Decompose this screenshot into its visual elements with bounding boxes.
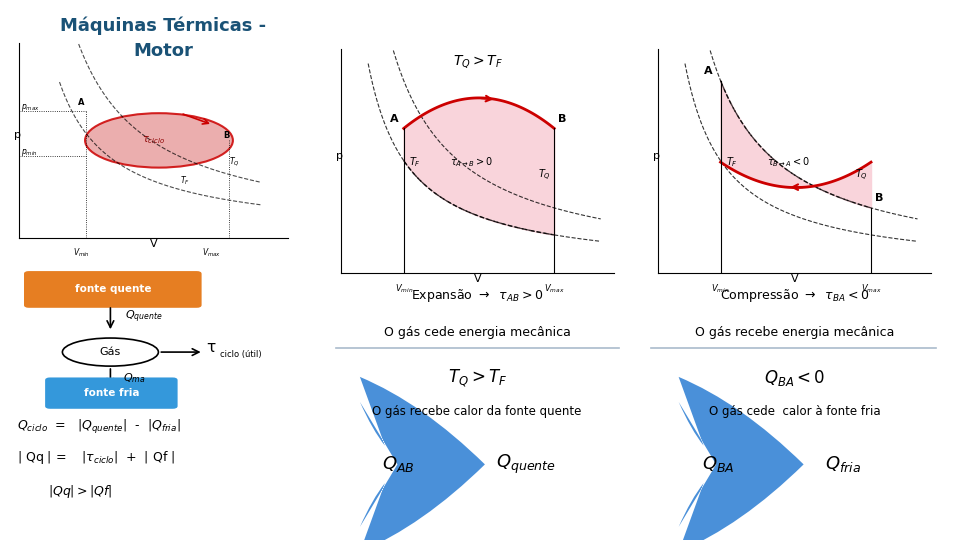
Text: $\it{| Qq | > | Qf |}$: $\it{| Qq | > | Qf |}$ [48, 483, 112, 500]
Text: O gás cede  calor à fonte fria: O gás cede calor à fonte fria [709, 405, 880, 418]
Y-axis label: p: p [653, 151, 660, 160]
Text: $V_{max}$: $V_{max}$ [544, 283, 564, 295]
Text: $p_{min}$: $p_{min}$ [20, 147, 37, 158]
Text: $T_Q$: $T_Q$ [538, 168, 551, 184]
Text: fonte quente: fonte quente [75, 285, 152, 294]
Text: B: B [876, 193, 883, 203]
Text: A: A [390, 114, 398, 124]
Text: $\tau_{A\rightarrow B} > 0$: $\tau_{A\rightarrow B} > 0$ [450, 155, 493, 169]
Y-axis label: p: p [336, 151, 343, 160]
Text: $V_{min}$: $V_{min}$ [395, 283, 413, 295]
X-axis label: V: V [791, 274, 798, 284]
Text: $V_{max}$: $V_{max}$ [202, 246, 221, 259]
Text: Gás: Gás [100, 347, 121, 357]
Text: $V_{max}$: $V_{max}$ [861, 283, 881, 295]
Text: O gás recebe calor da fonte quente: O gás recebe calor da fonte quente [372, 405, 582, 418]
Text: $Q_{quente}$: $Q_{quente}$ [125, 309, 162, 325]
Text: $\tau_{B\rightarrow A} < 0$: $\tau_{B\rightarrow A} < 0$ [767, 155, 810, 169]
X-axis label: V: V [474, 274, 481, 284]
Text: $T_Q$: $T_Q$ [854, 168, 868, 184]
Text: $T_Q$: $T_Q$ [228, 155, 240, 168]
Text: $p_{max}$: $p_{max}$ [20, 102, 39, 113]
Ellipse shape [85, 113, 233, 167]
Text: fonte fria: fonte fria [84, 388, 139, 398]
Text: Compressão $\rightarrow$  $\tau_{BA} < 0$: Compressão $\rightarrow$ $\tau_{BA} < 0$ [720, 287, 870, 305]
Text: $V_{min}$: $V_{min}$ [711, 283, 730, 295]
Text: $T_F$: $T_F$ [180, 174, 190, 187]
Text: $T_Q > T_F$: $T_Q > T_F$ [453, 53, 502, 70]
Text: $V_{min}$: $V_{min}$ [73, 246, 90, 259]
Y-axis label: p: p [14, 130, 21, 140]
Text: τ: τ [206, 340, 216, 355]
Text: $Q_{ma}$: $Q_{ma}$ [123, 371, 146, 385]
Text: ciclo (útil): ciclo (útil) [220, 350, 261, 359]
Text: $\tau_{ciclo}$: $\tau_{ciclo}$ [142, 134, 165, 146]
Text: $Q_{AB}$: $Q_{AB}$ [382, 454, 415, 475]
Text: $Q_{fria}$: $Q_{fria}$ [825, 454, 861, 475]
Text: Máquinas Térmicas -
Motor: Máquinas Térmicas - Motor [60, 16, 266, 60]
Text: $T_Q > T_F$: $T_Q > T_F$ [447, 367, 507, 389]
Text: $T_F$: $T_F$ [409, 155, 421, 169]
Text: O gás recebe energia mecânica: O gás recebe energia mecânica [695, 326, 895, 339]
Text: Expansão $\rightarrow$  $\tau_{AB} > 0$: Expansão $\rightarrow$ $\tau_{AB} > 0$ [411, 287, 543, 305]
X-axis label: V: V [150, 239, 157, 249]
Text: $T_F$: $T_F$ [726, 155, 738, 169]
Text: $Q_{ciclo}$  =   $|Q_{quente}|$  -  $|Q_{fria}|$: $Q_{ciclo}$ = $|Q_{quente}|$ - $|Q_{fria… [17, 417, 181, 436]
Text: | Qq | =    $|\tau_{ciclo}|$  +  | Qf |: | Qq | = $|\tau_{ciclo}|$ + | Qf | [17, 449, 176, 467]
Text: B: B [559, 114, 566, 124]
Text: A: A [79, 98, 84, 107]
Text: B: B [224, 131, 229, 140]
Text: O gás cede energia mecânica: O gás cede energia mecânica [384, 326, 570, 339]
Text: A: A [704, 66, 712, 76]
Text: $Q_{BA} < 0$: $Q_{BA} < 0$ [764, 368, 826, 388]
Text: $Q_{quente}$: $Q_{quente}$ [496, 453, 556, 476]
Text: $Q_{BA}$: $Q_{BA}$ [702, 454, 734, 475]
